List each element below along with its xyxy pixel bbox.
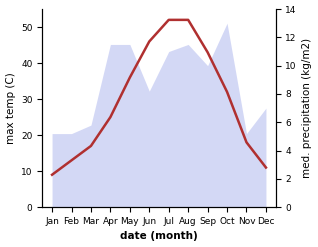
Y-axis label: max temp (C): max temp (C) (5, 72, 16, 144)
X-axis label: date (month): date (month) (120, 231, 198, 242)
Y-axis label: med. precipitation (kg/m2): med. precipitation (kg/m2) (302, 38, 313, 178)
